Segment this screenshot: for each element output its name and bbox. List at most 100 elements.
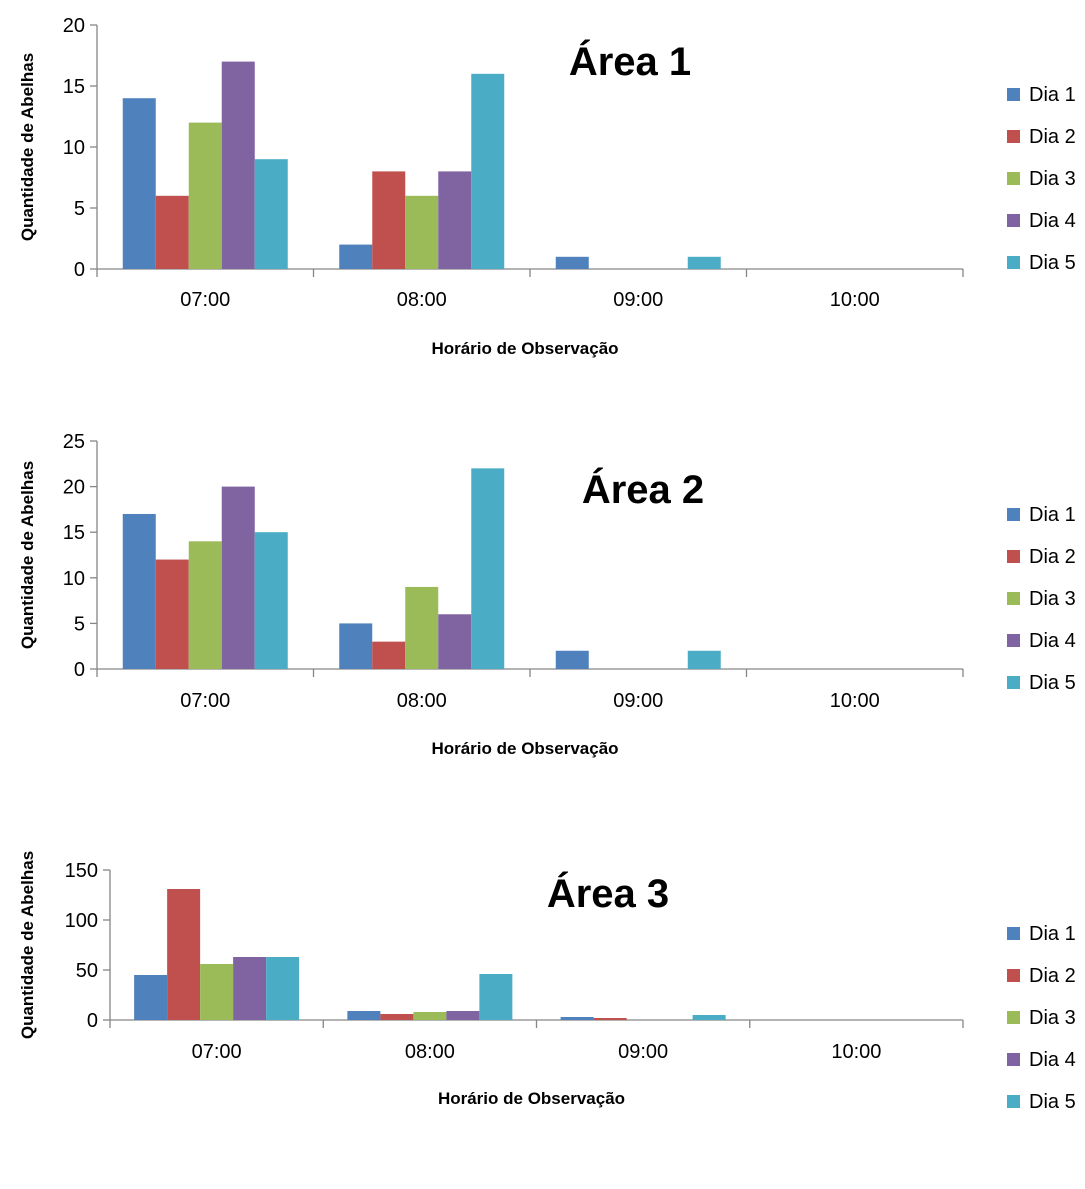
legend-swatch: [1007, 927, 1020, 940]
x-tick-label: 07:00: [180, 690, 230, 712]
bar-dia-5-0900: [687, 256, 721, 269]
chart-area-2: 0 5 10 15 20 25 07:00 08:00 09:00 10:00 Área 2 Horá…: [18, 431, 1076, 758]
bar-dia-3-0700: [188, 541, 222, 669]
legend-swatch: [1007, 508, 1020, 521]
y-tick-label: 25: [63, 431, 85, 453]
legend-swatch: [1007, 1095, 1020, 1108]
y-tick-label: 5: [74, 198, 85, 220]
legend-label: Dia 1: [1029, 923, 1076, 945]
y-tick-label: 5: [74, 613, 85, 635]
legend-label: Dia 1: [1029, 84, 1076, 106]
bar-dia-1-0900: [555, 256, 589, 269]
legend-label: Dia 4: [1029, 210, 1076, 232]
legend-label: Dia 5: [1029, 672, 1076, 694]
bar-dia-1-0800: [339, 244, 373, 269]
y-tick-label: 15: [63, 522, 85, 544]
bar-dia-4-0700: [233, 957, 267, 1020]
bar-dia-1-0800: [347, 1011, 381, 1020]
legend-label: Dia 4: [1029, 1049, 1076, 1071]
legend: Dia 1 Dia 2 Dia 3 Dia 4 Dia 5: [1007, 504, 1076, 694]
bar-dia-5-0800: [479, 974, 513, 1020]
y-tick-label: 150: [65, 860, 98, 882]
bar-dia-4-0700: [221, 486, 255, 669]
legend-swatch: [1007, 214, 1020, 227]
legend-swatch: [1007, 1011, 1020, 1024]
legend-swatch: [1007, 969, 1020, 982]
legend-label: Dia 2: [1029, 126, 1076, 148]
legend-label: Dia 3: [1029, 1007, 1076, 1029]
chart-title: Área 1: [569, 39, 691, 84]
bar-dia-4-0800: [438, 171, 472, 269]
bar-dia-3-0700: [188, 122, 222, 269]
legend: Dia 1 Dia 2 Dia 3 Dia 4 Dia 5: [1007, 84, 1076, 274]
legend-label: Dia 2: [1029, 965, 1076, 987]
bar-dia-5-0700: [266, 957, 300, 1020]
y-tick-label: 10: [63, 568, 85, 590]
legend-swatch: [1007, 1053, 1020, 1066]
bar-dia-1-0700: [122, 513, 156, 669]
y-tick-label: 0: [74, 659, 85, 681]
x-tick-label: 09:00: [613, 690, 663, 712]
bar-dia-5-0900: [687, 650, 721, 669]
x-tick-label: 09:00: [613, 289, 663, 311]
bar-dia-2-0800: [372, 171, 406, 269]
y-tick-label: 20: [63, 477, 85, 499]
chart-area-3: 0 50 100 150 07:00 08:00 09:00 10:00 Área 3 Horár…: [18, 851, 1076, 1113]
bar-dia-5-0700: [254, 532, 288, 669]
y-tick-label: 50: [76, 960, 98, 982]
bar-dia-5-0800: [471, 468, 505, 669]
bar-dia-5-0700: [254, 159, 288, 269]
x-tick-label: 10:00: [831, 1041, 881, 1063]
x-axis-title: Horário de Observação: [438, 1089, 625, 1108]
legend: Dia 1 Dia 2 Dia 3 Dia 4 Dia 5: [1007, 923, 1076, 1113]
bar-dia-4-0700: [221, 61, 255, 269]
x-tick-label: 09:00: [618, 1041, 668, 1063]
legend-label: Dia 4: [1029, 630, 1076, 652]
bar-dia-1-0900: [555, 650, 589, 669]
y-axis-title: Quantidade de Abelhas: [18, 851, 37, 1039]
x-tick-label: 08:00: [397, 289, 447, 311]
legend-label: Dia 1: [1029, 504, 1076, 526]
bar-dia-1-0900: [560, 1017, 594, 1020]
bar-dia-1-0700: [122, 98, 156, 269]
bar-dia-2-0800: [372, 641, 406, 669]
y-tick-label: 15: [63, 76, 85, 98]
y-tick-label: 0: [87, 1010, 98, 1032]
x-tick-label: 08:00: [405, 1041, 455, 1063]
x-tick-label: 10:00: [830, 289, 880, 311]
legend-swatch: [1007, 592, 1020, 605]
y-tick-label: 20: [63, 15, 85, 37]
legend-swatch: [1007, 88, 1020, 101]
bar-dia-1-0700: [134, 975, 168, 1020]
legend-swatch: [1007, 676, 1020, 689]
x-tick-label: 07:00: [180, 289, 230, 311]
bar-dia-1-0800: [339, 623, 373, 669]
chart-title: Área 3: [547, 871, 669, 916]
legend-label: Dia 5: [1029, 1091, 1076, 1113]
bar-dia-4-0800: [446, 1011, 480, 1020]
x-tick-label: 10:00: [830, 690, 880, 712]
y-axis-title: Quantidade de Abelhas: [18, 461, 37, 649]
y-axis-title: Quantidade de Abelhas: [18, 53, 37, 241]
legend-label: Dia 3: [1029, 168, 1076, 190]
legend-swatch: [1007, 130, 1020, 143]
bar-dia-4-0800: [438, 614, 472, 669]
x-axis-title: Horário de Observação: [431, 739, 618, 758]
legend-label: Dia 5: [1029, 252, 1076, 274]
x-axis-title: Horário de Observação: [431, 339, 618, 358]
x-tick-label: 07:00: [192, 1041, 242, 1063]
legend-swatch: [1007, 256, 1020, 269]
bar-dia-3-0800: [405, 586, 439, 669]
bar-dia-2-0900: [593, 1018, 627, 1020]
bar-dia-2-0800: [380, 1014, 414, 1020]
chart-area-1: 0 5 10 15 20 07:00 08:00 09:00 10:00 Área 1 Horári…: [18, 15, 1076, 358]
chart-title: Área 2: [582, 467, 704, 512]
bar-dia-3-0800: [413, 1012, 447, 1020]
bar-dia-5-0900: [692, 1015, 726, 1020]
y-tick-label: 100: [65, 910, 98, 932]
legend-swatch: [1007, 172, 1020, 185]
bar-dia-5-0800: [471, 73, 505, 269]
x-tick-label: 08:00: [397, 690, 447, 712]
legend-label: Dia 3: [1029, 588, 1076, 610]
